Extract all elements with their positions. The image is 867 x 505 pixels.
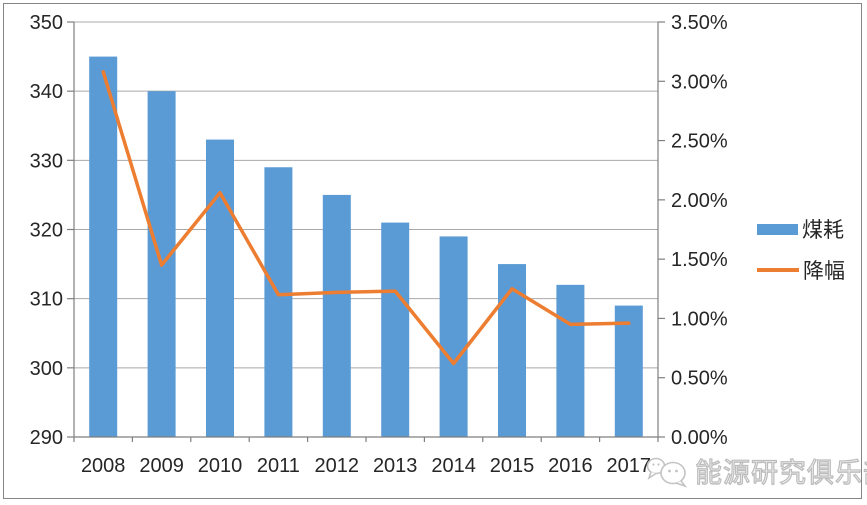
bar-2014 (439, 236, 468, 437)
bar-2016 (556, 284, 585, 437)
chart-legend: 煤耗 降幅 (757, 217, 845, 283)
bar-2013 (381, 222, 410, 437)
x-axis-category-label: 2011 (257, 455, 300, 477)
legend-label-decline: 降幅 (803, 260, 845, 283)
right-axis-tick-label: 3.50% (671, 12, 728, 34)
right-axis-tick-label: 1.50% (671, 249, 728, 271)
right-axis-tick-label: 3.00% (671, 71, 728, 93)
x-axis-category-label: 2015 (490, 455, 535, 477)
right-axis-tick-label: 0.50% (671, 368, 728, 390)
bar-2008 (89, 56, 118, 437)
x-axis-category-label: 2008 (81, 455, 126, 477)
left-axis-tick-label: 330 (30, 150, 63, 172)
right-axis-tick-label: 1.00% (671, 308, 728, 330)
watermark-text: 能源研究俱乐部 (694, 457, 867, 488)
left-axis-tick-label: 350 (30, 12, 63, 34)
x-axis-category-label: 2013 (373, 455, 418, 477)
legend-item-coal: 煤耗 (757, 217, 845, 242)
bar-series-swatch-icon (757, 223, 798, 235)
x-axis-category-label: 2009 (139, 455, 184, 477)
left-axis-tick-label: 340 (30, 81, 63, 103)
bar-2017 (614, 305, 643, 437)
left-axis-tick-label: 320 (30, 220, 63, 242)
right-axis-tick-label: 2.50% (671, 131, 728, 153)
x-axis-category-label: 2017 (607, 455, 652, 477)
legend-item-decline: 降幅 (757, 258, 845, 283)
right-axis-tick-label: 0.00% (671, 427, 728, 449)
x-axis-category-label: 2012 (315, 455, 360, 477)
legend-label-coal: 煤耗 (802, 219, 844, 242)
x-axis-category-label: 2014 (431, 455, 476, 477)
right-axis-tick-label: 2.00% (671, 190, 728, 212)
decline-rate-line (101, 70, 631, 366)
line-series-swatch-icon (757, 268, 799, 272)
bar-2011 (264, 167, 293, 437)
chat-bubbles-logo-icon (646, 457, 688, 488)
left-axis-tick-label: 290 (30, 427, 63, 449)
bar-2010 (206, 139, 234, 438)
left-axis-tick-label: 300 (30, 358, 63, 380)
left-axis-tick-label: 310 (30, 289, 63, 311)
x-axis-category-label: 2016 (548, 455, 593, 477)
watermark: 能源研究俱乐部 (645, 451, 867, 490)
bar-2012 (322, 194, 351, 437)
x-axis-category-label: 2010 (198, 455, 243, 477)
